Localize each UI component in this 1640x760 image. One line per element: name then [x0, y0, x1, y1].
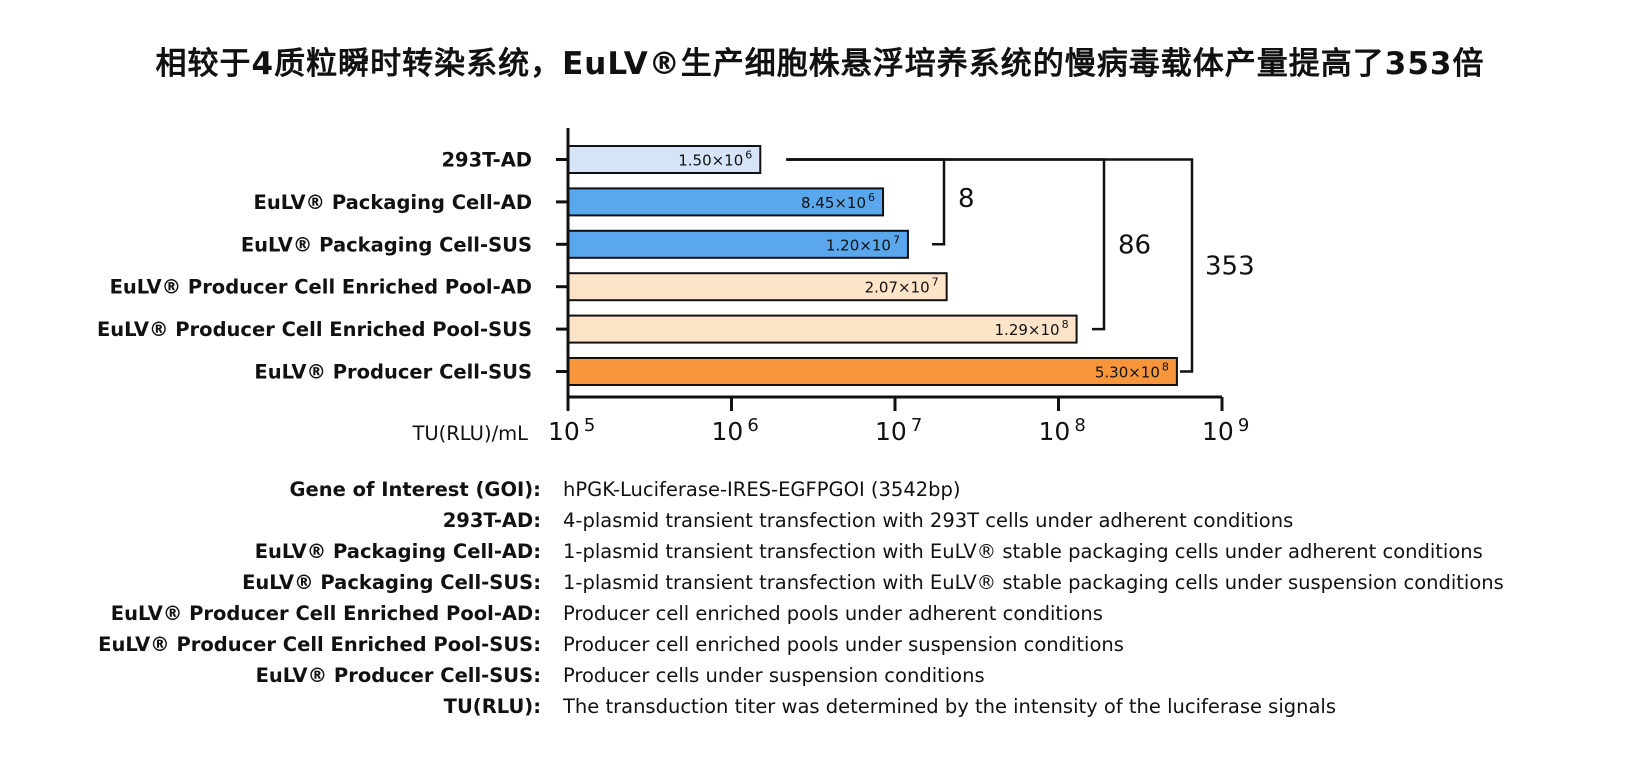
legend-term: Gene of Interest (GOI):	[289, 478, 541, 501]
data-label-mantissa: 2.07×10	[865, 279, 930, 297]
x-tick-exponent: 7	[911, 415, 922, 436]
legend-definition: 1-plasmid transient transfection with Eu…	[563, 571, 1504, 594]
bar-0	[567, 145, 762, 174]
legend-definition: 1-plasmid transient transfection with Eu…	[563, 540, 1483, 563]
bar-5	[567, 357, 1178, 386]
legend-term: EuLV® Packaging Cell-SUS:	[242, 571, 541, 594]
x-axis-label: TU(RLU)/mL	[411, 422, 528, 445]
data-label: 8.45×10 6	[801, 191, 875, 212]
data-label: 1.50×10 6	[678, 149, 752, 170]
x-tick-base: 10	[1039, 417, 1071, 446]
bar-3	[567, 272, 948, 302]
bar-2	[567, 229, 909, 259]
x-tick-base: 10	[548, 417, 580, 446]
legend-term: EuLV® Producer Cell Enriched Pool-AD:	[110, 602, 541, 625]
data-label-mantissa: 1.29×10	[995, 321, 1060, 339]
data-label: 1.20×10 7	[826, 233, 900, 254]
x-tick-label: 10 5	[548, 415, 595, 446]
data-label-mantissa: 5.30×10	[1095, 364, 1160, 382]
data-label: 2.07×10 7	[865, 276, 939, 297]
x-tick-base: 10	[712, 417, 744, 446]
legend-row: EuLV® Packaging Cell-AD: 1-plasmid transi…	[0, 538, 1640, 566]
legend-row: 293T-AD: 4-plasmid transient transfection…	[0, 507, 1640, 535]
legend-definition: Producer cell enriched pools under adher…	[563, 602, 1103, 625]
data-label-mantissa: 1.50×10	[678, 152, 743, 170]
data-label: 5.30×10 8	[1095, 361, 1169, 382]
legend-term: EuLV® Producer Cell-SUS:	[255, 664, 541, 687]
x-tick-base: 10	[1202, 417, 1234, 446]
category-label: EuLV® Producer Cell-SUS	[254, 361, 532, 384]
x-tick-label: 10 7	[875, 415, 922, 446]
bracket-label: 8	[958, 184, 975, 214]
data-label-mantissa: 1.20×10	[826, 236, 891, 254]
legend-term: EuLV® Producer Cell Enriched Pool-SUS:	[98, 633, 541, 656]
legend-term: 293T-AD:	[442, 509, 541, 532]
x-tick-exponent: 9	[1238, 415, 1249, 436]
bar-1	[567, 187, 885, 217]
bracket-2	[786, 158, 1194, 373]
legend-term: TU(RLU):	[443, 695, 541, 718]
x-tick-exponent: 5	[584, 415, 595, 436]
category-label: EuLV® Producer Cell Enriched Pool-AD	[110, 276, 532, 299]
legend-definition: Producer cells under suspension conditio…	[563, 664, 985, 687]
x-tick-exponent: 8	[1074, 415, 1085, 436]
x-tick-exponent: 6	[747, 415, 758, 436]
chart-title: 相较于4质粒瞬时转染系统，EuLV®生产细胞株悬浮培养系统的慢病毒载体产量提高了…	[155, 46, 1485, 82]
bracket-label: 353	[1205, 252, 1255, 282]
legend-definition: 4-plasmid transient transfection with 29…	[563, 509, 1294, 532]
data-label-exponent: 8	[1162, 361, 1169, 374]
category-label: 293T-AD	[441, 149, 532, 172]
data-label-exponent: 6	[745, 149, 752, 162]
data-label-exponent: 6	[868, 191, 875, 204]
legend-row: EuLV® Producer Cell Enriched Pool-AD: Pro…	[0, 600, 1640, 628]
legend-row: EuLV® Packaging Cell-SUS: 1-plasmid trans…	[0, 569, 1640, 597]
bracket-label: 86	[1118, 230, 1151, 260]
category-label: EuLV® Producer Cell Enriched Pool-SUS	[97, 318, 532, 341]
data-label-exponent: 7	[932, 276, 939, 289]
legend-definition: Producer cell enriched pools under suspe…	[563, 633, 1124, 656]
data-label-exponent: 7	[893, 233, 900, 246]
legend-term: EuLV® Packaging Cell-AD:	[254, 540, 541, 563]
x-tick-label: 10 8	[1039, 415, 1086, 446]
legend-definition: The transduction titer was determined by…	[563, 695, 1337, 718]
data-label-exponent: 8	[1062, 318, 1069, 331]
bar-4	[567, 314, 1078, 344]
legend-row: TU(RLU): The transduction titer was deter…	[0, 693, 1640, 721]
legend-row: Gene of Interest (GOI): hPGK-Luciferase-I…	[0, 476, 1640, 504]
x-tick-base: 10	[875, 417, 907, 446]
data-label-mantissa: 8.45×10	[801, 194, 866, 212]
legend-row: EuLV® Producer Cell-SUS: Producer cells u…	[0, 662, 1640, 690]
x-tick-label: 10 6	[712, 415, 759, 446]
legend-row: EuLV® Producer Cell Enriched Pool-SUS: Pr…	[0, 631, 1640, 659]
category-label: EuLV® Packaging Cell-SUS	[241, 233, 532, 256]
x-tick-label: 10 9	[1202, 415, 1249, 446]
legend-definition: hPGK-Luciferase-IRES-EGFPGOI (3542bp)	[563, 478, 961, 501]
category-label: EuLV® Packaging Cell-AD	[254, 191, 532, 214]
data-label: 1.29×10 8	[995, 318, 1069, 339]
